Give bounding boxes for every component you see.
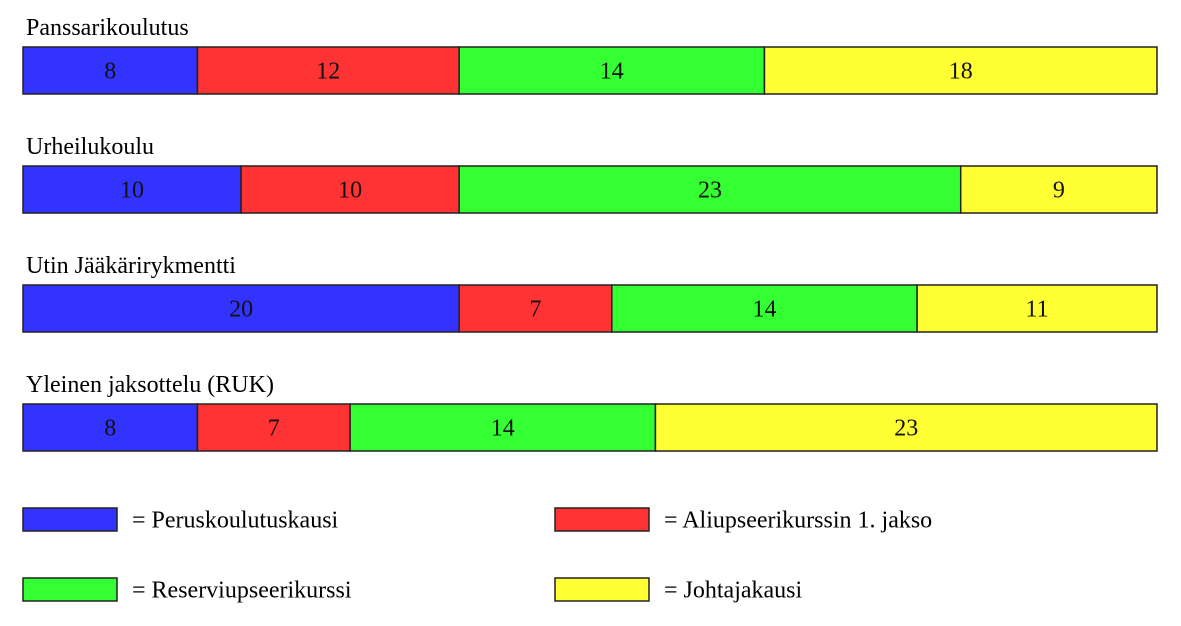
legend-swatch [554,577,650,602]
legend-label: = Aliupseerikurssin 1. jakso [664,508,932,534]
bar-segment [22,403,199,452]
legend-entry: = Aliupseerikurssin 1. jakso [554,507,932,534]
legend-label: = Johtajakausi [664,578,803,604]
legend: = Peruskoulutuskausi = Aliupseerikurssin … [22,507,932,604]
row-title: Urheilukoulu [26,134,154,160]
data-label: 10 [338,178,362,204]
data-label: 14 [600,59,624,85]
chart-row: Utin Jääkärirykmentti 20 7 14 11 [22,253,1158,333]
data-label: 14 [491,416,515,442]
data-label: 9 [1053,178,1065,204]
data-label: 23 [894,416,918,442]
bar-segment [916,284,1158,333]
data-label: 8 [104,59,116,85]
bar-segment [654,403,1158,452]
legend-swatch [554,507,650,532]
data-label: 8 [104,416,116,442]
chart-rows: Panssarikoulutus 8 12 14 18 Urheilukoulu 10 10 2… [22,15,1158,452]
bar-segment [22,284,460,333]
data-label: 18 [949,59,973,85]
data-label: 12 [316,59,340,85]
row-title: Panssarikoulutus [26,15,189,41]
legend-entry: = Johtajakausi [554,577,803,604]
bar-segment [458,284,613,333]
legend-entry: = Reserviupseerikurssi [22,577,352,604]
bar-segment [22,46,199,95]
bar-segment [959,165,1158,214]
chart-row: Yleinen jaksottelu (RUK) 8 7 14 23 [22,372,1158,452]
row-title: Yleinen jaksottelu (RUK) [26,372,274,398]
bar-segment [240,165,460,214]
bar-segment [196,403,351,452]
data-label: 14 [752,297,776,323]
legend-swatch [22,577,118,602]
chart-row: Urheilukoulu 10 10 23 9 [22,134,1158,214]
legend-entry: = Peruskoulutuskausi [22,507,339,534]
bar-segment [458,165,962,214]
bar-segment [22,165,242,214]
data-label: 23 [698,178,722,204]
legend-label: = Peruskoulutuskausi [132,508,339,534]
chart-row: Panssarikoulutus 8 12 14 18 [22,15,1158,95]
data-label: 7 [268,416,280,442]
legend-label: = Reserviupseerikurssi [132,578,352,604]
bar-segment [763,46,1158,95]
row-title: Utin Jääkärirykmentti [26,253,236,279]
bar-segment [458,46,766,95]
bar-segment [196,46,460,95]
data-label: 11 [1026,297,1049,323]
legend-swatch [22,507,118,532]
data-label: 20 [229,297,253,323]
data-label: 10 [120,178,144,204]
data-label: 7 [529,297,541,323]
